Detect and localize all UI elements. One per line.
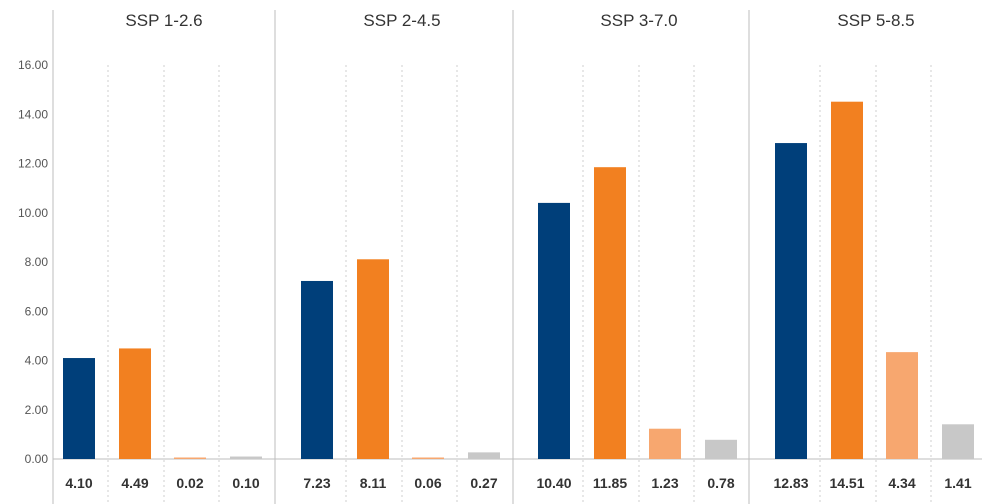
bar [412, 457, 444, 459]
y-tick-label: 10.00 [18, 206, 48, 220]
y-tick-label: 14.00 [18, 107, 48, 121]
bar [831, 101, 863, 459]
bar [705, 439, 737, 459]
panel-title: SSP 5-8.5 [837, 11, 914, 30]
chart-panel: SSP 3-7.0 10.40 11.85 1.23 0.78 [536, 11, 737, 504]
y-tick-label: 12.00 [18, 157, 48, 171]
bar [63, 358, 95, 459]
bar-value-label: 0.78 [707, 475, 734, 491]
bar-value-label: 10.40 [536, 475, 571, 491]
y-tick-label: 16.00 [18, 58, 48, 72]
bar-value-label: 1.41 [944, 475, 971, 491]
y-tick-label: 0.00 [25, 452, 49, 466]
bar [174, 457, 206, 459]
panel-title: SSP 1-2.6 [125, 11, 202, 30]
bar [649, 428, 681, 459]
bar-value-label: 8.11 [360, 475, 387, 491]
bar [119, 348, 151, 459]
bar-value-label: 1.23 [651, 475, 678, 491]
bar-value-label: 4.10 [65, 475, 92, 491]
bar-value-label: 0.10 [232, 475, 259, 491]
bar-value-label: 4.49 [121, 475, 148, 491]
panel-title: SSP 2-4.5 [363, 11, 440, 30]
y-tick-label: 4.00 [25, 354, 49, 368]
panel-title: SSP 3-7.0 [600, 11, 677, 30]
bar [357, 259, 389, 459]
bar [775, 143, 807, 459]
bar-value-label: 0.27 [470, 475, 497, 491]
bar-value-label: 7.23 [303, 475, 330, 491]
y-axis: 0.00 2.00 4.00 6.00 8.00 10.00 12.00 14.00 16.00 [18, 10, 982, 504]
bar-value-label: 12.83 [773, 475, 808, 491]
y-tick-label: 8.00 [25, 255, 49, 269]
bar [538, 202, 570, 459]
bar [468, 452, 500, 459]
chart-panel: SSP 1-2.6 4.10 4.49 0.02 0.10 [63, 11, 262, 504]
bar-value-label: 0.02 [176, 475, 203, 491]
bar-value-label: 4.34 [888, 475, 915, 491]
chart-panel: SSP 5-8.5 12.83 14.51 4.34 1.41 [773, 11, 974, 504]
bar [594, 167, 626, 459]
bar-value-label: 0.06 [414, 475, 441, 491]
bar [942, 424, 974, 459]
y-tick-label: 2.00 [25, 403, 49, 417]
bar-value-label: 11.85 [593, 475, 627, 491]
bar [886, 352, 918, 459]
chart-panels: SSP 1-2.6 4.10 4.49 0.02 0.10 SSP 2-4.5 7.23 8.… [63, 11, 974, 504]
bar [301, 280, 333, 459]
bar-value-label: 14.51 [829, 475, 864, 491]
chart-panel: SSP 2-4.5 7.23 8.11 0.06 0.27 [301, 11, 500, 504]
bar [230, 456, 262, 459]
y-tick-label: 6.00 [25, 304, 49, 318]
